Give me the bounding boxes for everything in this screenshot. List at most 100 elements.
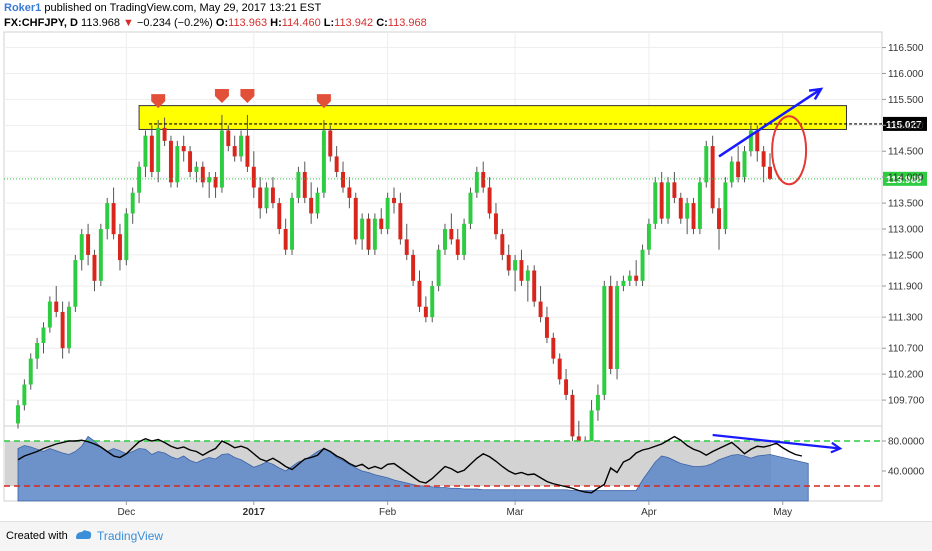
- author-name[interactable]: Roker1: [4, 2, 42, 14]
- candle-body: [710, 146, 715, 209]
- candle-body: [557, 358, 562, 380]
- tradingview-logo-icon[interactable]: [73, 528, 93, 542]
- candle-body: [175, 146, 180, 183]
- candle-body: [92, 254, 97, 281]
- candle-body: [353, 197, 358, 240]
- candle-body: [296, 171, 301, 198]
- candle-body: [111, 203, 116, 235]
- candle-body: [315, 192, 320, 214]
- candle-body: [258, 187, 263, 209]
- candle-body: [685, 203, 690, 219]
- y-tick-label: 110.700: [888, 344, 924, 355]
- y-tick-label: 112.500: [888, 250, 924, 261]
- candle-body: [251, 166, 256, 188]
- x-tick-label: Dec: [117, 507, 135, 518]
- candle-body: [736, 161, 741, 178]
- candle-body: [47, 301, 52, 328]
- candle-body: [105, 203, 110, 229]
- candle-body: [334, 156, 339, 172]
- candle-body: [608, 286, 613, 369]
- candle-body: [309, 197, 314, 214]
- price-change: −0.234 (−0.2%): [137, 17, 213, 29]
- low-label: L:: [323, 17, 335, 29]
- low-value: 113.942: [334, 17, 374, 29]
- candle-body: [653, 182, 658, 224]
- candle-body: [41, 327, 46, 344]
- candle-body: [143, 135, 148, 167]
- osc-y-tick-label: 80.0000: [888, 437, 925, 448]
- candle-body: [493, 213, 498, 235]
- x-tick-label: 2017: [243, 507, 266, 518]
- candle-body: [411, 254, 416, 281]
- candle-body: [270, 187, 275, 204]
- x-tick-label: Apr: [641, 507, 657, 518]
- candle-body: [60, 311, 65, 349]
- osc-y-tick-label: 40.0000: [888, 467, 925, 478]
- candle-body: [149, 135, 154, 172]
- candle-body: [385, 197, 390, 229]
- axes: 116.500 116.000 115.500 115.000 114.500 114.0…: [117, 43, 925, 518]
- x-tick-label: Feb: [379, 507, 397, 518]
- candle-body: [761, 151, 766, 167]
- chart-canvas: 115.027 113.968 116.500 116.000 115.500 115.…: [3, 31, 927, 518]
- candle-body: [366, 218, 371, 250]
- down-arrow-marker-icon: [214, 88, 229, 103]
- resistance-price-tag: [883, 116, 927, 131]
- candle-body: [474, 171, 479, 193]
- oscillator-trend-arrow-line: [712, 433, 841, 450]
- candle-body: [124, 213, 129, 261]
- last-price-label: 113.968: [886, 175, 922, 186]
- candle-body: [627, 275, 632, 281]
- candle-body: [117, 234, 122, 261]
- candle-body: [500, 234, 505, 255]
- resistance-price-label: 115.027: [886, 120, 922, 131]
- candle-body: [564, 379, 569, 395]
- symbol-label[interactable]: FX:CHFJPY, D: [4, 17, 78, 29]
- chart-header: Roker1 published on TradingView.com, May…: [4, 2, 427, 32]
- candle-body: [449, 229, 454, 240]
- x-tick-label: May: [773, 507, 792, 518]
- candle-body: [188, 151, 193, 172]
- candle-body: [232, 146, 237, 157]
- y-tick-label: 114.000: [888, 173, 924, 184]
- candle-body: [455, 239, 460, 255]
- down-arrow-icon: ▼: [123, 17, 134, 29]
- close-value: 113.968: [387, 17, 427, 29]
- candle-body: [162, 127, 167, 141]
- trend-arrow-line: [718, 87, 822, 158]
- candle-body: [666, 182, 671, 219]
- candle-body: [22, 384, 27, 406]
- candle-body: [602, 286, 607, 395]
- candle-body: [525, 270, 530, 281]
- candle-body: [697, 182, 702, 229]
- candle-body: [79, 234, 84, 261]
- candle-body: [245, 135, 250, 167]
- candle-body: [691, 203, 696, 229]
- candle-body: [341, 171, 345, 188]
- tradingview-brand[interactable]: TradingView: [97, 529, 164, 543]
- y-tick-label: 110.200: [888, 370, 924, 381]
- trend-arrow-head-icon: [808, 87, 824, 100]
- oscillator-pane: [4, 433, 882, 502]
- created-with-text: Created with: [6, 530, 68, 542]
- candle-body: [130, 192, 135, 214]
- candle-body: [436, 249, 441, 287]
- candle-body: [328, 130, 333, 157]
- candle-body: [137, 166, 142, 193]
- oscillator-line: [17, 435, 803, 494]
- header-ohlc-row: FX:CHFJPY, D 113.968 ▼ −0.234 (−0.2%) O:…: [4, 17, 427, 32]
- footer: Created with TradingView: [0, 521, 932, 551]
- candle-body: [360, 218, 365, 240]
- candle-body: [213, 177, 218, 188]
- candle-body: [86, 234, 91, 255]
- candle-body: [640, 249, 645, 281]
- candle-body: [723, 182, 728, 229]
- candle-body: [28, 358, 33, 385]
- candle-body: [646, 223, 651, 250]
- candle-body: [290, 197, 295, 250]
- candle-body: [468, 192, 473, 224]
- candle-body: [678, 197, 683, 219]
- candle-body: [423, 306, 428, 318]
- candle-body: [207, 177, 212, 183]
- candle-body: [487, 187, 492, 214]
